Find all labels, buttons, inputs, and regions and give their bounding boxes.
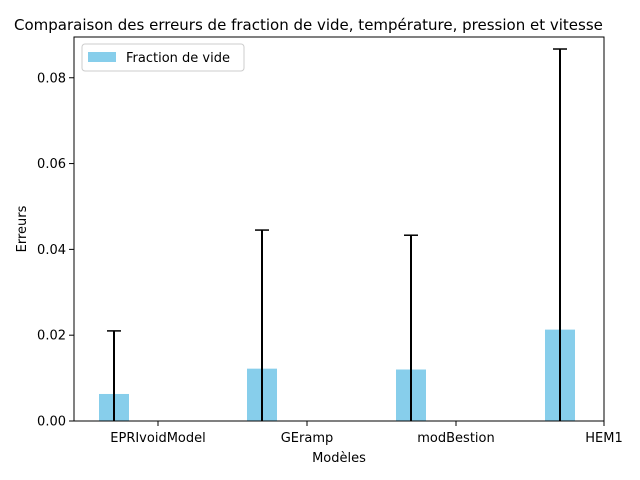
y-tick-label: 0.04 xyxy=(37,243,66,258)
x-tick-label: EPRIvoidModel xyxy=(110,431,205,446)
y-tick-label: 0.02 xyxy=(37,329,66,344)
x-tick-label: GEramp xyxy=(281,431,334,446)
y-axis-label: Erreurs xyxy=(15,205,30,252)
legend-box xyxy=(81,43,245,72)
y-tick-label: 0.06 xyxy=(37,157,66,172)
x-axis: EPRIvoidModel GEramp modBestion HEM1 xyxy=(110,421,623,446)
legend-label: Fraction de vide xyxy=(126,51,230,66)
legend-swatch xyxy=(88,52,116,62)
x-tick-label: modBestion xyxy=(417,431,494,446)
legend: Fraction de vide xyxy=(81,43,245,72)
y-tick-label: 0.00 xyxy=(37,415,66,430)
plot-area xyxy=(99,48,575,421)
x-tick-label: HEM1 xyxy=(585,431,622,446)
y-tick-label: 0.08 xyxy=(37,71,66,86)
plot-frame xyxy=(73,36,605,422)
x-axis-label: Modèles xyxy=(312,451,366,466)
chart-title: Comparaison des erreurs de fraction de v… xyxy=(14,16,603,34)
y-axis: 0.00 0.02 0.04 0.06 0.08 xyxy=(37,71,74,430)
